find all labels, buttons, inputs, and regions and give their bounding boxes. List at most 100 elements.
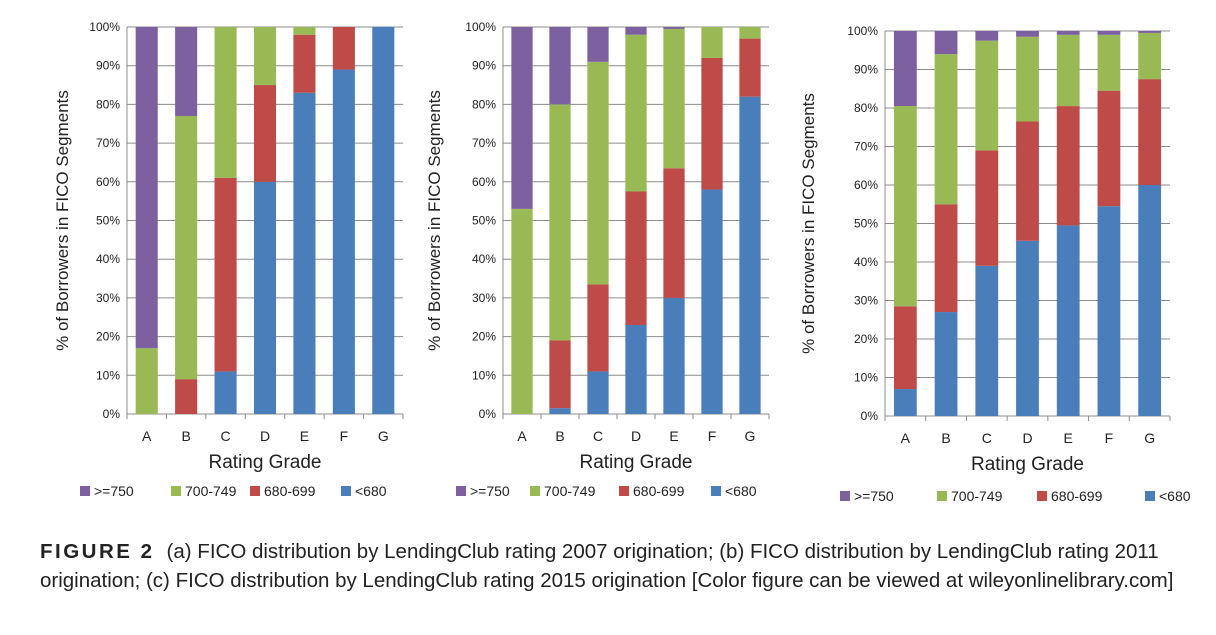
- x-tick-label: A: [142, 428, 152, 444]
- bar-segment: [893, 31, 917, 107]
- bar-segment: [1138, 185, 1162, 416]
- bar-segment: [1056, 34, 1080, 107]
- legend-swatch: [1145, 491, 1155, 501]
- bar-segment: [625, 191, 647, 325]
- bar-segment: [214, 177, 237, 372]
- x-tick-label: A: [517, 428, 527, 444]
- figure-label: FIGURE 2: [40, 540, 155, 563]
- legend-label: <680: [725, 483, 757, 499]
- legend-swatch: [937, 491, 947, 501]
- bar-segment: [1016, 36, 1039, 122]
- bar-segment: [625, 27, 647, 35]
- chart-2011-svg: 0% 10% 20% 30% 40% 50% 60% 70% 80% 90% 100% A B C D E F G…: [425, 20, 770, 499]
- chart-2007: 0% 10% 20% 30% 40% 50% 60% 70% 80% 90% 100% A B C D E F G…: [0, 0, 410, 525]
- bar-segment: [332, 27, 355, 70]
- chart-2015: 0% 10% 20% 30% 40% 50% 60% 70% 80% 90% 100% A B C D E F G…: [790, 0, 1210, 525]
- bar-segment: [739, 27, 761, 39]
- bar-segment: [739, 96, 761, 414]
- x-tick-label: C: [593, 428, 603, 444]
- y-tick-label: 30%: [854, 294, 878, 308]
- y-tick-label: 80%: [854, 101, 878, 115]
- y-tick-label: 80%: [472, 97, 496, 111]
- bar-segment: [549, 27, 571, 105]
- legend-label: >=750: [94, 483, 134, 499]
- y-tick-label: 70%: [854, 140, 878, 154]
- x-tick-label: F: [1105, 430, 1114, 446]
- legend-label: 700-749: [951, 488, 1003, 504]
- bar-segment: [701, 189, 723, 414]
- bar-segment: [587, 61, 609, 285]
- bar-segment: [663, 297, 685, 414]
- x-axis-label: Rating Grade: [579, 452, 692, 473]
- bar-segment: [1016, 240, 1039, 416]
- bar-segment: [175, 116, 198, 380]
- bar-segment: [1097, 34, 1121, 91]
- chart-2015-svg: 0% 10% 20% 30% 40% 50% 60% 70% 80% 90% 100% A B C D E F G…: [799, 24, 1191, 504]
- bar-segment: [1097, 31, 1121, 35]
- x-axis-label: Rating Grade: [971, 454, 1084, 475]
- bar-segment: [1138, 32, 1162, 80]
- chart-2011: 0% 10% 20% 30% 40% 50% 60% 70% 80% 90% 100% A B C D E F G…: [398, 0, 798, 525]
- y-tick-label: 70%: [96, 136, 120, 150]
- y-tick-label: 30%: [472, 291, 496, 305]
- bar-segment: [893, 106, 917, 307]
- x-tick-label: E: [669, 428, 678, 444]
- y-tick-label: 10%: [854, 371, 878, 385]
- legend-swatch: [711, 486, 721, 496]
- bar-segment: [135, 348, 158, 414]
- bar-segment: [293, 34, 316, 93]
- y-tick-label: 10%: [472, 368, 496, 382]
- bar-segment: [1016, 31, 1039, 37]
- x-tick-label: E: [300, 428, 309, 444]
- bar-segment: [214, 27, 237, 178]
- bar-segment: [135, 27, 158, 349]
- x-tick-label: D: [260, 428, 270, 444]
- bar-segment: [975, 40, 999, 151]
- bar-segment: [253, 85, 277, 182]
- y-tick-label: 40%: [854, 255, 878, 269]
- legend-label: 680-699: [633, 483, 685, 499]
- legend-label: <680: [355, 483, 387, 499]
- legend-swatch: [171, 486, 181, 496]
- legend-label: 700-749: [544, 483, 596, 499]
- legend-label: 680-699: [264, 483, 316, 499]
- bar-segment: [214, 371, 237, 414]
- bar-segment: [549, 340, 571, 409]
- y-tick-label: 60%: [854, 178, 878, 192]
- y-tick-label: 0%: [479, 407, 497, 421]
- x-tick-label: G: [1144, 430, 1155, 446]
- x-tick-label: D: [631, 428, 641, 444]
- bar-segment: [934, 54, 958, 205]
- legend-swatch: [341, 486, 351, 496]
- bar-segment: [663, 28, 685, 169]
- bar-segment: [1056, 106, 1080, 226]
- bar-segment: [934, 31, 958, 55]
- bar-segment: [701, 57, 723, 190]
- y-tick-label: 50%: [472, 214, 496, 228]
- bar-segment: [332, 69, 355, 414]
- bar-segment: [175, 27, 198, 117]
- bar-segment: [893, 306, 917, 390]
- bar-segment: [587, 371, 609, 414]
- bar-segment: [663, 27, 685, 29]
- y-tick-label: 80%: [96, 97, 120, 111]
- y-tick-label: 90%: [96, 59, 120, 73]
- bar-segment: [893, 389, 917, 416]
- x-axis-label: Rating Grade: [208, 452, 321, 473]
- bar-segment: [663, 168, 685, 298]
- x-tick-label: G: [745, 428, 756, 444]
- legend-label: <680: [1159, 488, 1191, 504]
- bar-segment: [253, 181, 277, 414]
- y-tick-label: 90%: [472, 59, 496, 73]
- bar-segment: [511, 208, 533, 414]
- y-tick-label: 50%: [96, 214, 120, 228]
- legend-swatch: [619, 486, 629, 496]
- x-tick-label: C: [982, 430, 992, 446]
- x-tick-label: B: [941, 430, 950, 446]
- y-tick-label: 100%: [847, 24, 878, 38]
- bar-segment: [975, 150, 999, 266]
- y-tick-label: 90%: [854, 63, 878, 77]
- bar-segment: [1016, 121, 1039, 241]
- bar-segment: [1138, 79, 1162, 185]
- legend-label: >=750: [854, 488, 894, 504]
